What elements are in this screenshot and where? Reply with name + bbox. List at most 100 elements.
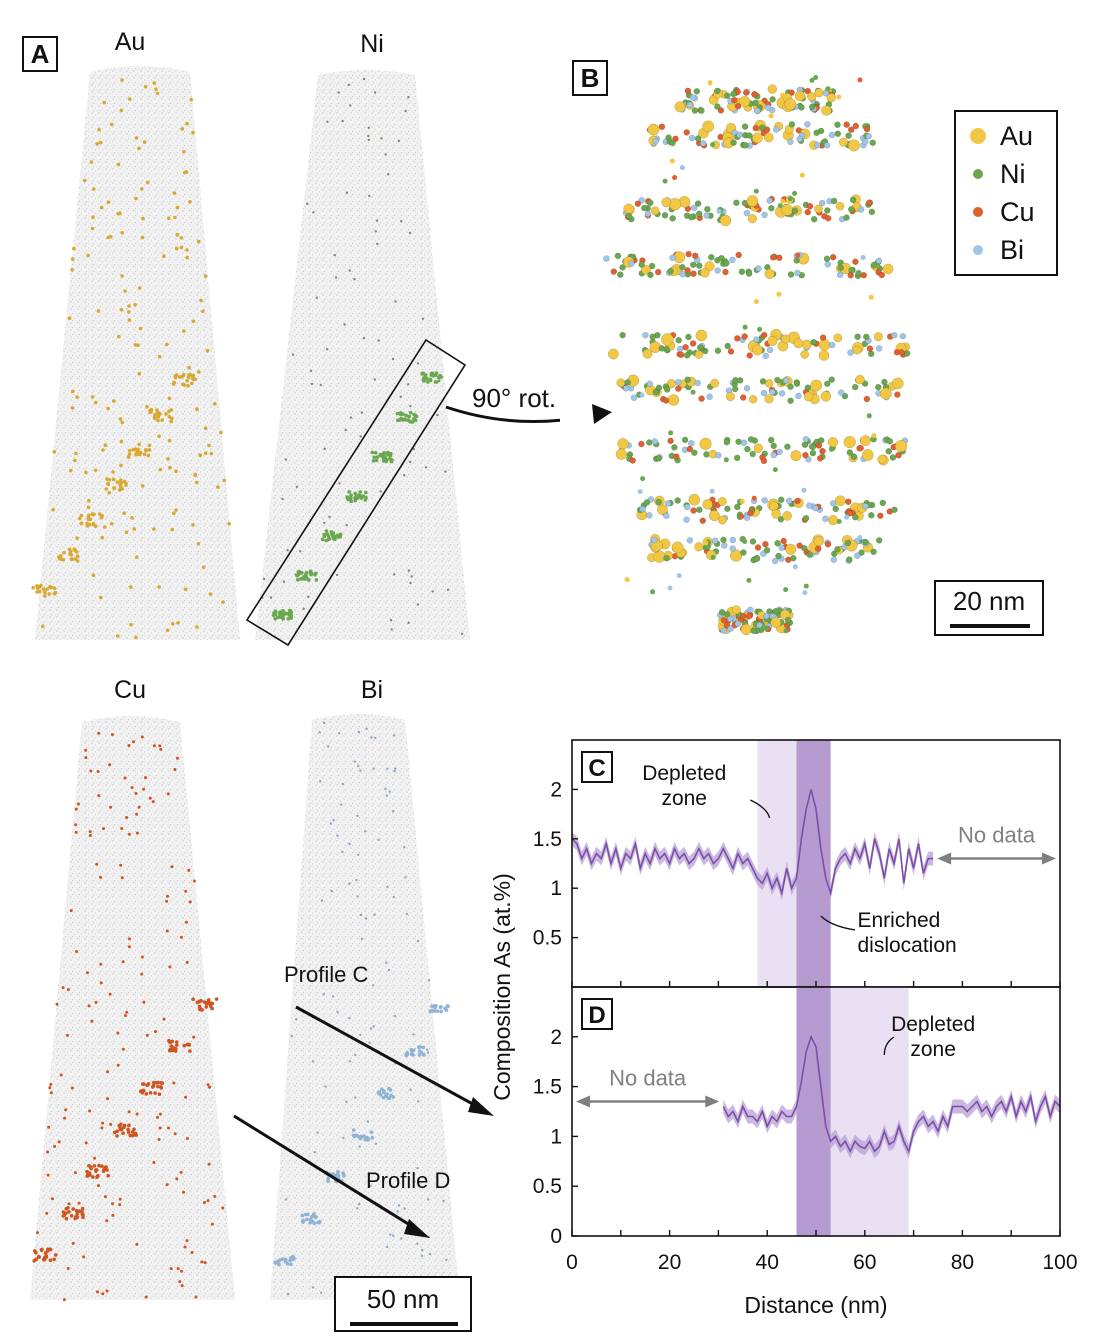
bi-atom <box>363 830 367 833</box>
au-atom <box>699 437 712 451</box>
ni-atom <box>404 109 407 113</box>
cu-atom <box>157 1138 161 1141</box>
cu-atom <box>221 1206 225 1210</box>
ni-atom <box>681 436 689 444</box>
au-atom <box>70 268 74 272</box>
cu-atom <box>144 776 147 780</box>
ni-atom <box>784 443 791 451</box>
cu-atom <box>829 254 837 261</box>
cu-atom <box>845 498 852 505</box>
au-atom <box>764 378 774 388</box>
ni-atom <box>698 107 705 114</box>
ni-atom <box>302 607 305 610</box>
au-atom <box>201 565 206 570</box>
au-atom <box>166 457 170 461</box>
ni-cluster-atom <box>349 493 353 498</box>
bi-atom <box>357 764 360 768</box>
bi-atom <box>760 389 768 397</box>
ni-atom <box>649 333 656 340</box>
cu-atom <box>168 965 172 969</box>
cu-atom <box>672 135 679 143</box>
cu-atom <box>178 1280 182 1284</box>
cu-cluster-atom <box>200 1008 204 1012</box>
cu-atom <box>142 1000 146 1004</box>
ni-cluster-atom <box>422 379 427 383</box>
bi-atom <box>324 1085 327 1088</box>
bi-atom <box>740 439 748 447</box>
cu-atom <box>127 832 131 836</box>
bi-atom <box>686 537 694 544</box>
ni-atom <box>269 596 273 599</box>
cu-atom <box>895 451 902 459</box>
cu-atom <box>109 805 113 809</box>
bi-atom <box>341 850 344 854</box>
cu-atom <box>94 1000 98 1004</box>
bi-atom <box>794 269 801 277</box>
cu-atom <box>50 1197 54 1201</box>
au-atom <box>814 204 823 214</box>
ni-atom <box>891 506 898 514</box>
ni-cluster-atom <box>295 578 300 582</box>
au-atom <box>740 623 752 636</box>
au-atom <box>197 370 201 374</box>
ni-atom <box>885 448 892 455</box>
ni-atom <box>758 124 766 131</box>
ni-atom <box>723 438 731 446</box>
cu-cluster-atom <box>119 1127 124 1132</box>
cu-cluster-atom <box>71 1207 75 1211</box>
bi-atom <box>403 1207 406 1210</box>
cu-atom <box>677 351 685 358</box>
au-cluster-atom <box>128 448 132 453</box>
ni-atom <box>733 199 740 206</box>
cu-cluster-atom <box>153 1091 157 1095</box>
ni-atom <box>391 357 395 361</box>
bi-cluster-atom <box>308 1221 312 1225</box>
ni-atom <box>694 135 702 142</box>
bi-atom <box>400 1237 403 1240</box>
au-atom <box>193 473 197 478</box>
y-tick-label: 0 <box>550 1225 562 1248</box>
au-atom <box>703 540 709 546</box>
ni-atom <box>403 474 406 477</box>
panel-label-a: A <box>22 36 58 72</box>
ni-atom <box>319 383 322 387</box>
ni-cluster-atom <box>373 451 378 455</box>
cu-cluster-atom <box>127 1123 131 1128</box>
au-cluster-atom <box>149 409 153 414</box>
depleted-zone-label: zone <box>910 1038 956 1061</box>
cu-atom <box>672 175 678 180</box>
ni-cluster-atom <box>271 613 276 618</box>
bi-cluster-atom <box>418 1045 422 1049</box>
y-tick-label: 1 <box>550 1125 562 1148</box>
ni-atom <box>868 512 875 519</box>
au-cluster-atom <box>187 373 191 377</box>
bi-atom <box>386 767 389 770</box>
bi-atom <box>603 255 610 262</box>
au-cluster-atom <box>43 594 47 598</box>
ni-atom <box>852 513 859 521</box>
au-atom <box>134 196 138 201</box>
bi-marker-icon <box>973 245 983 255</box>
cu-atom <box>152 744 156 748</box>
au-atom <box>702 120 715 133</box>
bi-atom <box>663 512 670 520</box>
au-cluster-atom <box>156 418 160 423</box>
bi-atom <box>806 502 813 509</box>
ni-atom <box>444 470 447 473</box>
ni-atom <box>374 230 377 233</box>
bi-atom <box>711 537 719 545</box>
ni-atom <box>640 476 646 482</box>
ni-atom <box>648 262 656 270</box>
au-atom <box>836 94 842 100</box>
au-atom <box>624 577 630 583</box>
ni-atom <box>619 331 626 339</box>
cu-atom <box>74 830 78 834</box>
au-atom <box>195 625 199 629</box>
cu-cluster-atom <box>144 1092 149 1096</box>
au-cluster-atom <box>31 585 35 590</box>
cu-atom <box>185 960 189 964</box>
ni-atom <box>359 435 362 438</box>
ni-atom <box>416 603 420 606</box>
ni-cluster-atom <box>429 371 434 376</box>
